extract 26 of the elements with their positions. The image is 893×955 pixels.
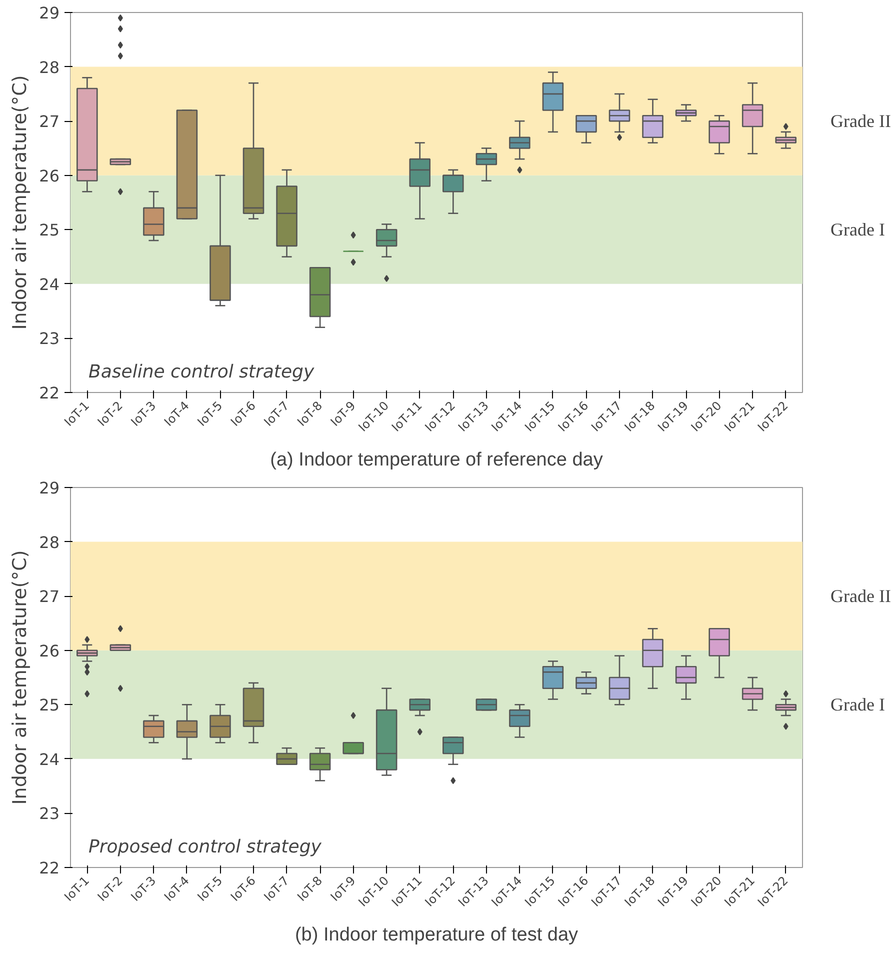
y-tick-label: 24 xyxy=(39,750,60,769)
y-tick-label: 26 xyxy=(39,641,60,660)
band-label: Grade II xyxy=(830,111,891,132)
band-label: Grade I xyxy=(830,220,885,240)
y-tick-label: 27 xyxy=(39,587,60,606)
y-tick-label: 23 xyxy=(39,329,60,348)
text: (b) Indoor temperature of test day xyxy=(294,924,579,946)
y-tick-label: 29 xyxy=(39,4,60,22)
y-tick-label: 25 xyxy=(39,696,60,715)
y-tick-label: 24 xyxy=(39,274,60,294)
band-label: Grade II xyxy=(830,586,891,606)
y-tick-label: 27 xyxy=(39,112,60,132)
y-tick-label: 22 xyxy=(39,858,60,878)
y-tick-label: 22 xyxy=(39,384,60,402)
y-tick-label: 28 xyxy=(39,532,60,552)
y-axis-title: Indoor air temperature(°C) xyxy=(9,550,32,805)
y-tick-label: 25 xyxy=(39,220,60,240)
text: (a) Indoor temperature of reference day xyxy=(270,450,604,470)
annotation: Proposed control strategy xyxy=(88,836,322,858)
annotation: Baseline control strategy xyxy=(88,362,314,382)
y-tick-label: 23 xyxy=(39,804,60,824)
y-tick-label: 26 xyxy=(39,166,60,186)
y-tick-label: 29 xyxy=(39,478,60,498)
band-label: Grade I xyxy=(830,694,885,715)
y-tick-label: 28 xyxy=(39,58,60,77)
y-axis-title: Indoor air temperature(°C) xyxy=(9,75,32,330)
